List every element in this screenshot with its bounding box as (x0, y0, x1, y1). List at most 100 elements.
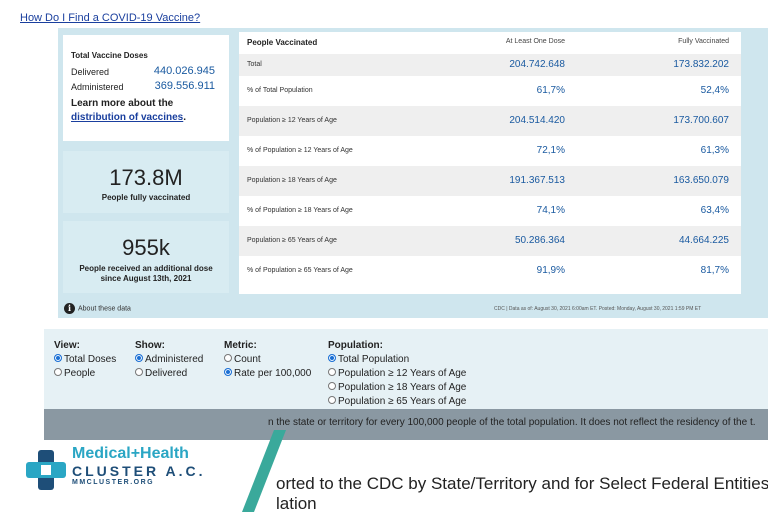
radio-icon[interactable] (328, 368, 336, 377)
row-one-dose: 72,1% (536, 145, 565, 156)
distribution-link[interactable]: distribution of vaccines (71, 112, 184, 123)
table-header: People Vaccinated At Least One Dose Full… (239, 32, 741, 54)
show-option-delivered[interactable]: Delivered (135, 367, 203, 381)
row-fully: 163.650.079 (673, 175, 729, 186)
row-label: Population ≥ 12 Years of Age (247, 117, 337, 124)
about-data-label[interactable]: About these data (78, 305, 131, 313)
metric-heading: Metric: (224, 340, 257, 351)
logo-subtitle: CLUSTER A.C. (72, 463, 206, 479)
row-one-dose: 61,7% (536, 85, 565, 96)
radio-icon[interactable] (328, 396, 336, 405)
info-icon[interactable]: i (64, 303, 75, 314)
option-label: Rate per 100,000 (234, 368, 312, 379)
rate-note: n the state or territory for every 100,0… (268, 417, 756, 428)
metric-option-count[interactable]: Count (224, 353, 311, 367)
option-label: Population ≥ 65 Years of Age (338, 396, 467, 407)
delivered-value: 440.026.945 (153, 65, 215, 77)
population-option-18[interactable]: Population ≥ 18 Years of Age (328, 381, 466, 395)
learn-more-text: Learn more about the distribution of vac… (71, 97, 226, 125)
header-one-dose: At Least One Dose (505, 38, 565, 45)
population-option-total[interactable]: Total Population (328, 353, 466, 367)
people-vaccinated-table: People Vaccinated At Least One Dose Full… (239, 32, 741, 294)
section-heading-line1: orted to the CDC by State/Territory and … (276, 474, 768, 493)
fully-vaccinated-value: 173.8M (109, 165, 183, 190)
filter-controls: View: Total Doses People Show: Administe… (44, 329, 768, 409)
row-fully: 61,3% (700, 145, 729, 156)
overlay-background (0, 440, 768, 512)
row-label: Population ≥ 65 Years of Age (247, 237, 337, 244)
data-source-note: CDC | Data as of: August 30, 2021 6:00am… (494, 306, 702, 312)
total-doses-card: Total Vaccine Doses Delivered 440.026.94… (63, 35, 229, 141)
row-fully: 63,4% (700, 205, 729, 216)
show-option-administered[interactable]: Administered (135, 353, 203, 367)
option-label: Population ≥ 12 Years of Age (338, 368, 467, 379)
header-label: People Vaccinated (247, 38, 318, 47)
row-label: % of Population ≥ 12 Years of Age (247, 147, 353, 154)
radio-icon[interactable] (54, 354, 62, 363)
view-option-total-doses[interactable]: Total Doses (54, 353, 116, 367)
radio-icon[interactable] (135, 354, 143, 363)
row-fully: 52,4% (700, 85, 729, 96)
additional-dose-card: 955k People received an additional dose … (63, 221, 229, 293)
radio-icon[interactable] (135, 368, 143, 377)
radio-icon[interactable] (224, 368, 232, 377)
metric-group: Metric: Count Rate per 100,000 (224, 340, 311, 381)
option-label: Count (234, 354, 261, 365)
additional-dose-value: 955k (122, 235, 170, 260)
logo-name: Medical+Health (72, 445, 189, 462)
table-row: % of Total Population 61,7% 52,4% (239, 76, 741, 106)
logo-url: MMCLUSTER.ORG (72, 479, 155, 486)
population-option-12[interactable]: Population ≥ 12 Years of Age (328, 367, 466, 381)
total-doses-title: Total Vaccine Doses (71, 51, 148, 60)
row-one-dose: 91,9% (536, 265, 565, 276)
radio-icon[interactable] (328, 382, 336, 391)
show-group: Show: Administered Delivered (135, 340, 203, 381)
row-label: % of Total Population (247, 87, 313, 94)
row-fully: 173.832.202 (673, 59, 729, 70)
additional-dose-caption: People received an additional dose since… (79, 264, 213, 283)
radio-icon[interactable] (224, 354, 232, 363)
table-row: Population ≥ 12 Years of Age 204.514.420… (239, 106, 741, 136)
administered-label: Administered (71, 82, 124, 92)
option-label: Total Doses (64, 354, 117, 365)
medical-cross-logo-icon (26, 450, 66, 490)
header-fully-vaccinated: Fully Vaccinated (678, 38, 729, 45)
radio-icon[interactable] (54, 368, 62, 377)
metric-option-rate[interactable]: Rate per 100,000 (224, 367, 311, 381)
about-data-link[interactable]: i About these data (64, 303, 131, 314)
show-heading: Show: (135, 340, 165, 351)
row-label: Population ≥ 18 Years of Age (247, 177, 337, 184)
row-one-dose: 204.514.420 (509, 115, 565, 126)
row-one-dose: 74,1% (536, 205, 565, 216)
decorative-slash (242, 430, 286, 512)
table-row: Population ≥ 65 Years of Age 50.286.364 … (239, 226, 741, 256)
view-group: View: Total Doses People (54, 340, 116, 381)
row-fully: 173.700.607 (673, 115, 729, 126)
row-one-dose: 191.367.513 (509, 175, 565, 186)
section-heading-line2: lation (276, 494, 317, 513)
learn-more-prefix: Learn more about the (71, 98, 174, 109)
population-heading: Population: (328, 340, 383, 351)
table-row: Total 204.742.648 173.832.202 (239, 54, 741, 76)
option-label: Administered (145, 354, 204, 365)
row-label: Total (247, 61, 262, 68)
administered-value: 369.556.911 (154, 80, 215, 92)
option-label: Delivered (145, 368, 188, 379)
option-label: People (64, 368, 96, 379)
view-option-people[interactable]: People (54, 367, 116, 381)
row-fully: 44.664.225 (678, 235, 729, 246)
learn-more-suffix: . (183, 112, 187, 123)
population-option-65[interactable]: Population ≥ 65 Years of Age (328, 395, 466, 409)
row-fully: 81,7% (700, 265, 729, 276)
option-label: Population ≥ 18 Years of Age (338, 382, 467, 393)
population-group: Population: Total Population Population … (328, 340, 466, 409)
row-one-dose: 204.742.648 (509, 59, 565, 70)
table-row: % of Population ≥ 12 Years of Age 72,1% … (239, 136, 741, 166)
table-row: Population ≥ 18 Years of Age 191.367.513… (239, 166, 741, 196)
fully-vaccinated-caption: People fully vaccinated (101, 193, 191, 202)
option-label: Total Population (338, 354, 410, 365)
row-label: % of Population ≥ 18 Years of Age (247, 207, 353, 214)
table-row: % of Population ≥ 18 Years of Age 74,1% … (239, 196, 741, 226)
find-vaccine-link[interactable]: How Do I Find a COVID-19 Vaccine? (20, 12, 201, 24)
radio-icon[interactable] (328, 354, 336, 363)
